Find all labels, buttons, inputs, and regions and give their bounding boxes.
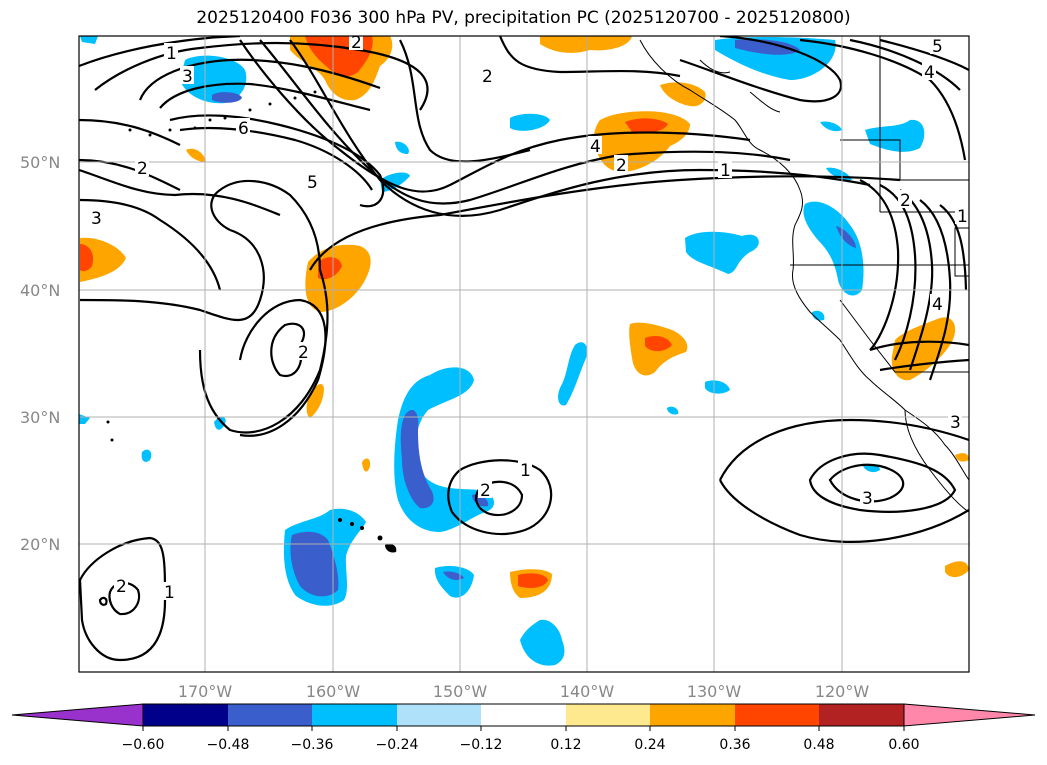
colorbar-tick-label: −0.60 [122,737,165,753]
svg-text:4: 4 [924,63,935,83]
colorbar-extend-high [903,703,1036,727]
colorbar-segment [228,704,312,726]
lon-label-120w: 120°W [815,682,870,701]
svg-text:3: 3 [91,209,102,229]
colorbar-tick-label: 0.48 [803,737,834,753]
contour-labels: 1 3 6 5 2 2 4 2 1 4 5 3 2 2 2 1 2 3 3 4 … [89,33,969,603]
colorbar-segment [819,704,904,726]
longitude-labels: 170°W 160°W 150°W 140°W 130°W 120°W [178,682,870,701]
map-area [79,36,969,672]
precip-positive-shading [80,36,969,598]
colorbar-segment [312,704,397,726]
coastline [639,36,969,513]
svg-text:2: 2 [616,156,627,176]
svg-text:1: 1 [720,161,731,181]
svg-text:2: 2 [116,577,127,597]
lon-label-160w: 160°W [306,682,361,701]
colorbar-tick-label: −0.48 [207,737,250,753]
lat-label-30n: 30°N [20,408,60,427]
map-border [78,35,970,673]
colorbar-extend-low [11,703,144,727]
colorbar-tick-label: −0.24 [376,737,419,753]
colorbar-segment [481,704,566,726]
svg-text:2: 2 [298,343,309,363]
svg-text:3: 3 [862,489,873,509]
lon-label-150w: 150°W [433,682,488,701]
colorbar-tick-label: 0.24 [634,737,665,753]
colorbar-segment [143,704,228,726]
svg-text:3: 3 [950,413,961,433]
svg-text:2: 2 [482,67,493,87]
svg-text:3: 3 [182,67,193,87]
map-title: 2025120400 F036 300 hPa PV, precipitatio… [196,8,851,28]
gridlines [79,36,969,672]
precip-negative-shading [79,36,925,666]
svg-text:5: 5 [307,173,318,193]
lat-label-20n: 20°N [20,535,60,554]
colorbar-segment [735,704,819,726]
svg-text:4: 4 [590,137,601,157]
colorbar-tick-label: 0.60 [888,737,919,753]
svg-text:6: 6 [238,119,249,139]
latitude-labels: 50°N 40°N 30°N 20°N [20,153,60,554]
colorbar-segment [566,704,650,726]
colorbar: −0.60 −0.48 −0.36 −0.24 −0.12 0.12 0.24 … [11,703,1036,753]
svg-text:1: 1 [957,207,968,227]
lat-label-50n: 50°N [20,153,60,172]
colorbar-segment [650,704,735,726]
svg-text:2: 2 [900,191,911,211]
lon-label-140w: 140°W [560,682,615,701]
svg-text:1: 1 [166,44,177,64]
lat-label-40n: 40°N [20,281,60,300]
colorbar-tick-label: −0.36 [291,737,334,753]
svg-text:2: 2 [480,481,491,501]
pv-contours [79,36,969,662]
svg-text:2: 2 [351,33,362,53]
svg-text:5: 5 [932,37,943,57]
islands [106,90,397,553]
lon-label-170w: 170°W [178,682,233,701]
svg-text:1: 1 [520,461,531,481]
svg-text:2: 2 [137,159,148,179]
svg-text:1: 1 [164,583,175,603]
colorbar-tick-label: −0.12 [460,737,503,753]
svg-text:4: 4 [932,295,943,315]
colorbar-tick-label: 0.36 [719,737,750,753]
colorbar-tick-label: 0.12 [550,737,581,753]
lon-label-130w: 130°W [687,682,742,701]
colorbar-segment [397,704,481,726]
